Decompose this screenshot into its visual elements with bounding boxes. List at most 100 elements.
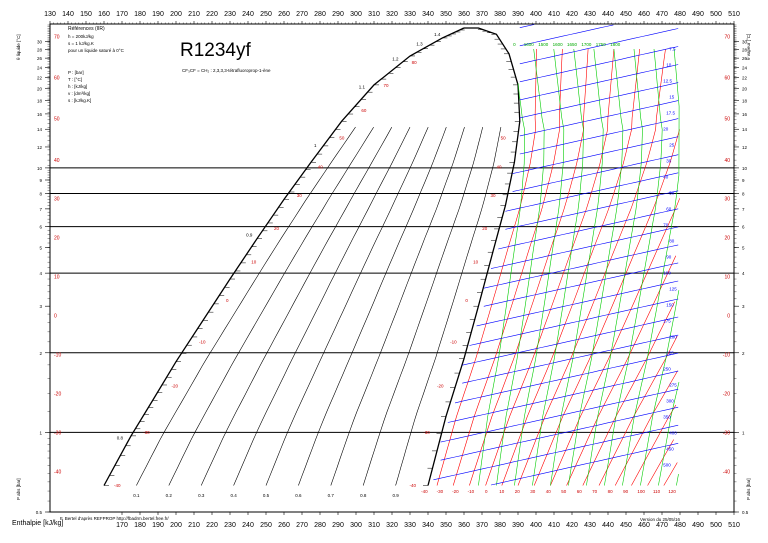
entropy-label: 0.8 (117, 435, 124, 440)
x-tick-label-top: 290 (332, 11, 344, 18)
x-tick-label-top: 420 (566, 11, 578, 18)
temp-label-right: -30 (723, 430, 730, 436)
entropy-label: 1.1 (359, 84, 366, 89)
isochore-curve (519, 24, 614, 47)
x-tick-label-top: 250 (260, 11, 272, 18)
y-tick-label-left: 26 (37, 56, 43, 61)
labels-layer: 130 140 150 160 170 180 190 200 210 220 230 240 250 2… (16, 11, 751, 529)
x-tick-label-top: 490 (692, 11, 704, 18)
sat-temp-label-vapor: 0 (465, 298, 468, 303)
grid-layer (45, 21, 739, 515)
isotherm-curve (550, 198, 680, 486)
y-tick-label-right: 6 (742, 225, 745, 230)
temp-label-right: -20 (723, 391, 730, 397)
isotherm-label: 80 (608, 489, 614, 494)
x-tick-label-bottom: 300 (350, 522, 362, 529)
x-tick-label-top: 340 (422, 11, 434, 18)
isotherm-curve (647, 439, 674, 486)
isochore-label: 80 (669, 239, 675, 244)
quality-curve (168, 126, 374, 486)
x-tick-label-bottom: 310 (368, 522, 380, 529)
isentrope-top-label: 1600 (524, 42, 535, 47)
x-tick-label-top: 450 (620, 11, 632, 18)
y-tick-label-right: 2 (742, 351, 745, 356)
isochore-label: 450 (666, 447, 674, 452)
y-tick-label-right: 14 (742, 127, 748, 132)
units-line: P : [bar] (68, 70, 84, 75)
x-tick-label-bottom: 250 (260, 522, 272, 529)
isentrope-top-label: 1650 (567, 42, 578, 47)
isotherm-label: -30 (437, 489, 444, 494)
x-tick-label-bottom: 380 (494, 522, 506, 529)
sat-temp-label-liquid: 20 (274, 226, 280, 231)
x-tick-label-top: 300 (350, 11, 362, 18)
x-tick-label-top: 200 (170, 11, 182, 18)
isotherm-curve (663, 462, 678, 486)
isentrope-top-label: 1750 (596, 42, 607, 47)
temp-label-left: -20 (54, 391, 61, 397)
x-tick-label-top: 280 (314, 11, 326, 18)
x-tick-label-bottom: 180 (134, 522, 146, 529)
isochore-curve (505, 172, 679, 212)
x-tick-label-bottom: 420 (566, 522, 578, 529)
isentrope-top-label: 1500 (538, 42, 549, 47)
isotherm-label: 90 (623, 489, 629, 494)
isochore-label: 100 (663, 271, 671, 276)
sat-temp-label-liquid: -40 (114, 483, 121, 488)
x-tick-label-top: 440 (602, 11, 614, 18)
x-tick-label-top: 270 (296, 11, 308, 18)
references-line1: h = 200kJ/kg (68, 34, 94, 39)
y-tick-label-left: 18 (37, 98, 43, 103)
temp-label-right: 60 (724, 75, 730, 81)
y-tick-label-right: 12 (742, 145, 748, 150)
x-tick-label-bottom: 370 (476, 522, 488, 529)
temp-label-right: 10 (724, 275, 730, 281)
quality-label: 0.9 (392, 493, 399, 498)
isochore-curve (483, 244, 679, 289)
x-axis-label: Enthalpie [kJ/kg] (12, 520, 63, 527)
x-tick-label-bottom: 490 (692, 522, 704, 529)
y-tick-label-left: 1 (39, 430, 42, 435)
isochore-label: 275 (669, 383, 677, 388)
temp-label-right: 0 (727, 314, 730, 320)
x-tick-label-top: 460 (638, 11, 650, 18)
isochore-curve (519, 118, 679, 155)
curves-layer (103, 24, 680, 486)
x-tick-label-top: 240 (242, 11, 254, 18)
x-tick-label-top: 210 (188, 11, 200, 18)
quality-label: 0.7 (328, 493, 335, 498)
x-tick-label-top: 140 (62, 11, 74, 18)
isentrope-curve (604, 48, 663, 486)
isotherm-curve (517, 48, 666, 486)
x-tick-label-bottom: 230 (224, 522, 236, 529)
x-tick-label-bottom: 470 (656, 522, 668, 529)
entropy-label: 1.4 (434, 32, 441, 37)
x-tick-label-top: 390 (512, 11, 524, 18)
isochore-label: 350 (663, 415, 671, 420)
y-tick-label-left: 20 (37, 86, 43, 91)
quality-curve (265, 126, 429, 486)
isotherm-label: 60 (577, 489, 583, 494)
temp-label-left: 0 (54, 314, 57, 320)
sat-temp-label-vapor: -20 (437, 383, 444, 388)
y-tick-label-left: 5 (39, 246, 42, 251)
x-tick-label-top: 170 (116, 11, 128, 18)
sat-temp-label-vapor: -30 (423, 430, 430, 435)
quality-label: 0.3 (198, 493, 205, 498)
references-title: Références (IIR) (68, 26, 105, 32)
x-tick-label-bottom: 170 (116, 522, 128, 529)
isentrope-top-label: 1800 (610, 42, 621, 47)
y-tick-label-right: 8 (742, 192, 745, 197)
isotherm-label: 50 (561, 489, 567, 494)
x-tick-label-top: 260 (278, 11, 290, 18)
x-tick-label-top: 160 (98, 11, 110, 18)
isotherm-label: 110 (653, 489, 661, 494)
isentrope-curve (622, 48, 680, 486)
y-tick-label-left: 12 (37, 145, 43, 150)
quality-label: 0.8 (360, 493, 367, 498)
y-tick-label-left: 30 (37, 40, 43, 45)
quality-curve (395, 127, 502, 486)
y-tick-label-right: 1 (742, 430, 745, 435)
x-tick-label-top: 330 (404, 11, 416, 18)
y-tick-label-left: 4 (39, 271, 42, 276)
